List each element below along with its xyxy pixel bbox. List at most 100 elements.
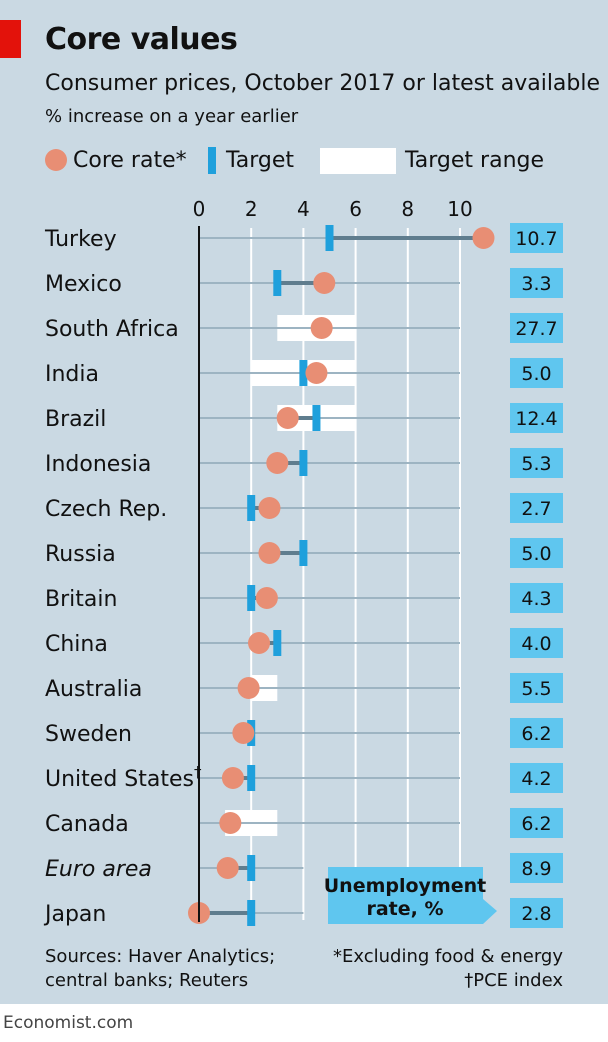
unemployment-value: 5.5 bbox=[521, 678, 551, 700]
core-rate-dot bbox=[472, 227, 495, 249]
core-rate-dot bbox=[237, 677, 260, 699]
legend-core-dot-icon bbox=[45, 149, 67, 171]
core-rate-dot bbox=[219, 812, 242, 834]
unemployment-box bbox=[510, 538, 563, 568]
row-label: Russia bbox=[45, 542, 116, 567]
row-label: United States† bbox=[45, 763, 202, 792]
unemployment-value: 8.9 bbox=[521, 858, 551, 880]
core-rate-dot bbox=[305, 362, 328, 384]
chart-title: Core values bbox=[45, 22, 238, 57]
row-label: Britain bbox=[45, 587, 117, 612]
core-rate-dot bbox=[221, 767, 244, 789]
row-label-footnote-mark: † bbox=[194, 763, 202, 781]
row-label: Indonesia bbox=[45, 452, 151, 477]
callout-label-line-1: Unemployment bbox=[324, 875, 486, 897]
core-rate-dot bbox=[258, 497, 281, 519]
x-tick-label: 0 bbox=[193, 197, 206, 221]
unemployment-value: 5.0 bbox=[521, 543, 551, 565]
target-marker bbox=[247, 585, 256, 611]
target-marker bbox=[325, 225, 334, 251]
target-marker bbox=[312, 405, 321, 431]
core-rate-dot bbox=[266, 452, 289, 474]
x-tick-label: 2 bbox=[245, 197, 258, 221]
x-tick-label: 10 bbox=[447, 197, 472, 221]
unemployment-value: 2.8 bbox=[521, 903, 551, 925]
footnote-core: *Excluding food & energy bbox=[333, 946, 563, 967]
x-tick-label: 4 bbox=[297, 197, 310, 221]
legend-core-label: Core rate* bbox=[73, 148, 187, 173]
callout-label-line-2: rate, % bbox=[366, 898, 443, 920]
row-label: Mexico bbox=[45, 272, 122, 297]
unemployment-value: 12.4 bbox=[515, 408, 557, 430]
credit: Economist.com bbox=[3, 1013, 134, 1033]
x-tick-label: 6 bbox=[349, 197, 362, 221]
unemployment-box bbox=[510, 763, 563, 793]
legend-target-icon bbox=[208, 147, 216, 174]
core-rate-dot bbox=[232, 722, 255, 744]
core-rate-dot bbox=[248, 632, 271, 654]
target-marker bbox=[299, 540, 308, 566]
row-label: Canada bbox=[45, 812, 129, 837]
unemployment-box bbox=[510, 628, 563, 658]
row-label: Australia bbox=[45, 677, 142, 702]
footnote-pce: †PCE index bbox=[464, 970, 563, 991]
unemployment-box bbox=[510, 403, 563, 433]
unemployment-box bbox=[510, 808, 563, 838]
unemployment-box bbox=[510, 313, 563, 343]
target-marker bbox=[247, 900, 256, 926]
unemployment-box bbox=[510, 493, 563, 523]
sources-line-2: central banks; Reuters bbox=[45, 970, 249, 991]
legend-range-icon bbox=[320, 148, 396, 174]
unemployment-value: 2.7 bbox=[521, 498, 551, 520]
x-tick-label: 8 bbox=[401, 197, 414, 221]
row-label: Euro area bbox=[45, 857, 152, 882]
legend: Core rate* Target Target range bbox=[0, 140, 608, 184]
unemployment-box bbox=[510, 673, 563, 703]
unemployment-value: 6.2 bbox=[521, 723, 551, 745]
core-rate-dot bbox=[276, 407, 299, 429]
unemployment-value: 4.0 bbox=[521, 633, 551, 655]
core-rate-dot bbox=[310, 317, 333, 339]
unemployment-box bbox=[510, 448, 563, 478]
unemployment-box bbox=[510, 718, 563, 748]
unemployment-box bbox=[510, 583, 563, 613]
target-marker bbox=[299, 450, 308, 476]
core-rate-dot bbox=[313, 272, 336, 294]
core-rate-dot bbox=[258, 542, 281, 564]
row-label: Japan bbox=[43, 902, 106, 927]
unemployment-value: 4.3 bbox=[521, 588, 551, 610]
row-label: Brazil bbox=[45, 407, 106, 432]
core-rate-dot bbox=[255, 587, 278, 609]
unemployment-value: 6.2 bbox=[521, 813, 551, 835]
unemployment-value: 5.0 bbox=[521, 363, 551, 385]
target-marker bbox=[247, 765, 256, 791]
legend-range-label: Target range bbox=[405, 148, 545, 173]
brand-red-tag bbox=[0, 20, 21, 58]
target-marker bbox=[247, 495, 256, 521]
sources-line-1: Sources: Haver Analytics; bbox=[45, 946, 276, 967]
unemployment-value: 27.7 bbox=[515, 318, 557, 340]
row-label: Turkey bbox=[44, 227, 117, 252]
target-marker bbox=[273, 270, 282, 296]
sources-note: Sources: Haver Analytics; central banks;… bbox=[45, 945, 275, 993]
unemployment-value: 10.7 bbox=[515, 228, 557, 250]
unemployment-box bbox=[510, 358, 563, 388]
unemployment-value: 5.3 bbox=[521, 453, 551, 475]
unemployment-callout bbox=[328, 867, 497, 924]
core-rate-dot bbox=[216, 857, 239, 879]
target-marker bbox=[273, 630, 282, 656]
unit-note: % increase on a year earlier bbox=[45, 106, 299, 127]
unemployment-box bbox=[510, 853, 563, 883]
target-marker bbox=[247, 855, 256, 881]
footnotes: *Excluding food & energy †PCE index bbox=[333, 945, 563, 993]
row-label: Czech Rep. bbox=[45, 497, 167, 522]
unemployment-value: 3.3 bbox=[521, 273, 551, 295]
row-label: Sweden bbox=[45, 722, 132, 747]
unemployment-value: 4.2 bbox=[521, 768, 551, 790]
chart-subtitle: Consumer prices, October 2017 or latest … bbox=[45, 71, 601, 96]
unemployment-box bbox=[510, 898, 563, 928]
unemployment-box bbox=[510, 223, 563, 253]
legend-target-label: Target bbox=[226, 148, 295, 173]
unemployment-box bbox=[510, 268, 563, 298]
target-marker bbox=[299, 360, 308, 386]
